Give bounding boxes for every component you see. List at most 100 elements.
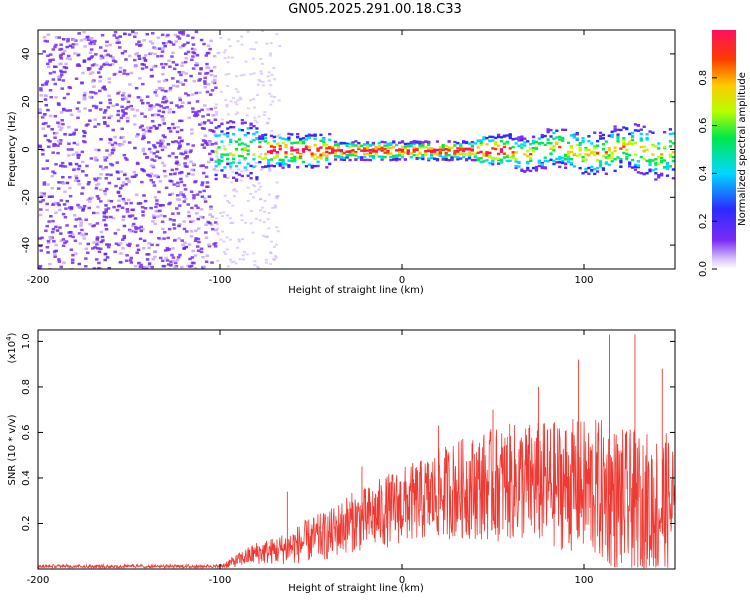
spectrogram-cell	[161, 134, 166, 137]
spectrogram-cell	[143, 199, 148, 203]
spectrogram-cell	[269, 158, 274, 161]
spectrogram-cell	[259, 185, 263, 188]
spectrogram-cell	[526, 154, 530, 158]
spectrogram-cell	[508, 147, 512, 150]
spectrogram-cell	[110, 143, 115, 147]
spectrogram-cell	[43, 94, 48, 97]
spectrogram-cell	[526, 149, 530, 153]
spectrogram-cell	[117, 90, 122, 94]
spectrogram-cell	[357, 141, 361, 145]
spectrogram-cell	[184, 245, 188, 249]
spectrogram-cell	[558, 145, 562, 149]
spectrogram-cell	[196, 217, 201, 221]
spectrogram-cell	[65, 109, 69, 112]
spectrogram-cell	[256, 265, 260, 268]
spectrogram-cell	[491, 156, 495, 160]
spectrogram-cell	[406, 151, 410, 154]
spectrogram-cell	[325, 147, 329, 150]
spectrogram-cell	[569, 157, 574, 161]
spectrogram-cell	[162, 164, 167, 167]
spectrogram-cell	[99, 230, 104, 234]
spectrogram-cell	[184, 92, 188, 95]
spectrogram-cell	[225, 248, 229, 251]
spectrogram-cell	[531, 139, 536, 143]
spectrogram-cell	[140, 101, 145, 105]
spectrogram-cell	[258, 140, 262, 144]
spectrogram-cell	[115, 36, 119, 39]
spectrogram-cell	[546, 130, 550, 134]
spectrogram-cell	[44, 229, 48, 232]
spectrogram-cell	[159, 105, 163, 108]
spectrogram-cell	[101, 239, 105, 242]
spectrogram-cell	[424, 149, 428, 153]
spectrogram-cell	[363, 152, 367, 155]
spectrogram-cell	[169, 260, 173, 263]
spectrogram-cell	[377, 155, 381, 158]
spectrogram-cell	[622, 151, 626, 155]
spectrogram-cell	[93, 125, 97, 128]
spectrogram-cell	[87, 200, 92, 203]
spectrogram-cell	[238, 96, 242, 99]
spectrogram-cell	[192, 196, 196, 200]
spectrogram-cell	[165, 246, 170, 250]
spectrogram-cell	[319, 139, 323, 143]
spectrogram-cell	[569, 134, 574, 137]
spectrogram-cell	[147, 262, 152, 265]
spectrogram-cell	[505, 154, 509, 157]
spectrogram-cell	[368, 144, 373, 147]
spectrogram-cell	[51, 151, 55, 154]
spectrogram-cell	[590, 151, 594, 155]
spectrogram-cell	[147, 147, 152, 151]
spectrogram-cell	[543, 159, 547, 163]
spectrogram-cell	[124, 259, 129, 263]
spectrogram-cell	[226, 176, 230, 179]
spectrogram-cell	[453, 152, 457, 155]
spectrogram-cell	[508, 155, 512, 159]
snr-xtick-label: -200	[27, 575, 50, 586]
spectrogram-cell	[253, 119, 257, 122]
spectrogram-cell	[173, 33, 178, 37]
spectrogram-cell	[160, 33, 165, 37]
spectrogram-cell	[181, 70, 185, 74]
spectrogram-cell	[175, 85, 180, 88]
spectrogram-cell	[180, 119, 184, 123]
spectrogram-cell	[177, 106, 181, 109]
spectrogram-cell	[144, 66, 149, 69]
spectrogram-cell	[298, 139, 303, 142]
snr-ytick-label: 0.6	[21, 424, 32, 440]
spectrogram-cell	[290, 142, 294, 145]
spectrogram-cell	[581, 172, 585, 175]
spectrogram-cell	[190, 128, 194, 131]
spectrogram-cell	[459, 157, 463, 160]
spectrogram-cell	[88, 36, 93, 40]
spectrogram-cell	[142, 63, 146, 66]
spectrogram-cell	[270, 129, 274, 132]
spectrogram-cell	[587, 172, 591, 175]
spectrogram-cell	[264, 235, 268, 238]
spectrogram-cell	[210, 89, 215, 92]
spectrogram-cell	[482, 154, 486, 157]
spectrogram-cell	[52, 144, 56, 148]
spectrogram-cell	[110, 56, 115, 59]
spectrogram-cell	[584, 158, 588, 161]
spectrogram-cell	[206, 113, 210, 117]
spectrogram-cell	[114, 184, 118, 188]
spectrogram-cell	[485, 136, 489, 140]
spectrogram-cell	[277, 141, 281, 144]
spectrogram-cell	[244, 221, 248, 224]
spectrogram-cell	[81, 209, 85, 212]
spectrogram-cell	[514, 142, 518, 145]
spectrogram-cell	[76, 116, 80, 120]
spectrogram-cell	[161, 42, 166, 45]
spectrogram-cell	[540, 166, 544, 170]
spectrogram-cell	[456, 152, 460, 155]
spectrogram-cell	[668, 132, 673, 136]
spectrogram-cell	[231, 56, 235, 59]
spectrogram-cell	[104, 54, 108, 57]
spectrogram-cell	[648, 158, 652, 162]
spectrogram-cell	[133, 65, 137, 68]
spectrogram-cell	[59, 126, 64, 130]
spectrogram-cell	[57, 103, 61, 107]
spectrogram-cell	[456, 158, 460, 161]
spectrogram-cell	[249, 73, 253, 76]
